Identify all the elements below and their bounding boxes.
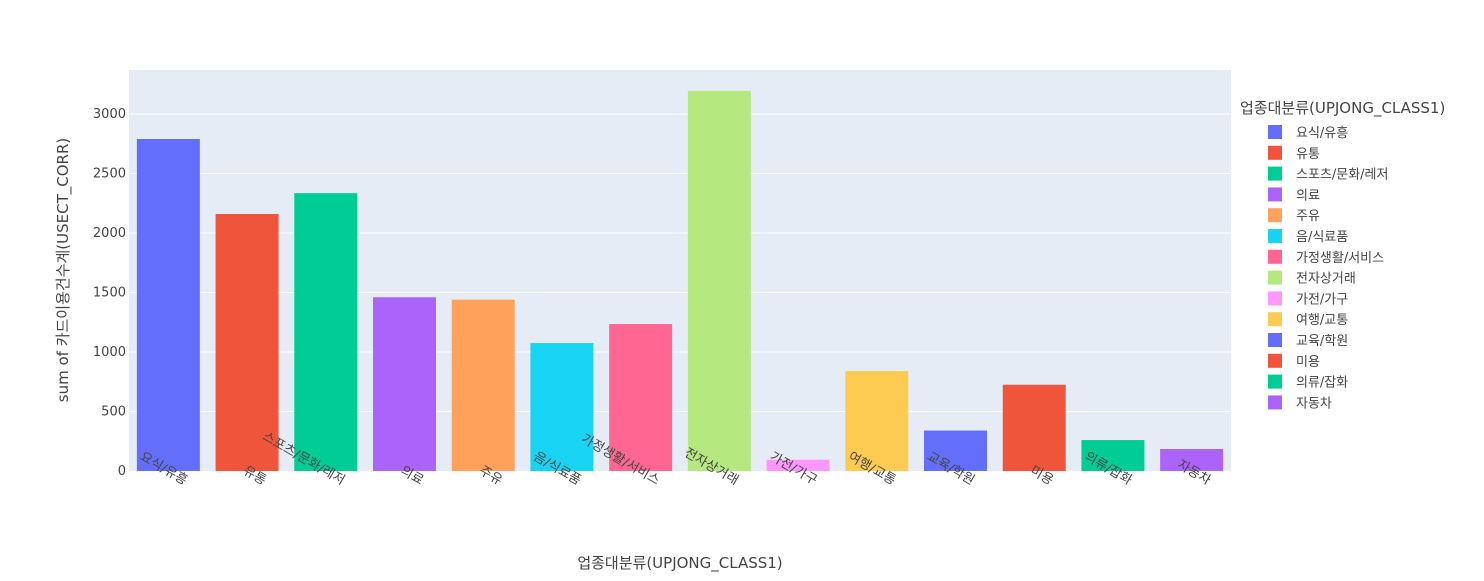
bar[interactable]	[530, 343, 594, 471]
legend-swatch	[1268, 312, 1282, 327]
legend-label: 가정생활/서비스	[1296, 251, 1384, 266]
legend-item[interactable]: 스포츠/문화/레저	[1268, 166, 1388, 183]
legend-swatch	[1268, 166, 1282, 181]
legend-item[interactable]: 요식/유흥	[1268, 125, 1348, 141]
legend-swatch	[1268, 229, 1282, 243]
y-tick-label: 1500	[93, 286, 126, 301]
legend-label: 전자상거래	[1296, 272, 1356, 287]
bar[interactable]	[215, 213, 279, 471]
legend-swatch	[1268, 208, 1282, 223]
legend-item[interactable]: 가전/가구	[1268, 291, 1348, 307]
bar[interactable]	[1160, 448, 1224, 471]
legend-item[interactable]: 유통	[1268, 145, 1320, 162]
legend-swatch	[1268, 145, 1282, 160]
bar[interactable]	[451, 299, 515, 471]
bar[interactable]	[687, 90, 751, 472]
y-tick-label: 500	[101, 405, 126, 420]
bar[interactable]	[924, 430, 987, 471]
bar[interactable]	[609, 324, 673, 471]
legend-title: 업종대분류(UPJONG_CLASS1)	[1240, 99, 1445, 118]
legend-label: 요식/유흥	[1296, 126, 1348, 141]
legend-label: 주유	[1296, 209, 1320, 224]
legend-label: 유통	[1296, 147, 1320, 162]
legend[interactable]: 업종대분류(UPJONG_CLASS1) 요식/유흥유통스포츠/문화/레저의료주…	[1240, 99, 1445, 411]
legend-swatch	[1268, 374, 1282, 389]
legend-label: 스포츠/문화/레저	[1296, 168, 1388, 183]
legend-item[interactable]: 음/식료품	[1268, 229, 1348, 245]
legend-item[interactable]: 여행/교통	[1268, 312, 1348, 328]
legend-item[interactable]: 의료	[1268, 187, 1320, 203]
y-tick-label: 0	[118, 464, 126, 479]
y-tick-label: 1000	[93, 345, 126, 360]
legend-item[interactable]: 가정생활/서비스	[1268, 249, 1384, 266]
bar[interactable]	[136, 139, 200, 471]
legend-swatch	[1268, 270, 1282, 285]
y-axis-ticks: 0 500 1000 1500 2000 2500 3000	[93, 107, 126, 479]
y-axis-title: sum of 카드이용건수계(USECT_CORR)	[54, 138, 73, 402]
bar[interactable]	[1081, 440, 1145, 471]
legend-item[interactable]: 교육/학원	[1268, 333, 1348, 349]
bar[interactable]	[373, 297, 436, 471]
legend-swatch	[1268, 187, 1282, 202]
legend-label: 의료	[1296, 188, 1320, 203]
legend-label: 가전/가구	[1296, 292, 1348, 307]
bars	[136, 90, 1224, 472]
legend-label: 음/식료품	[1296, 230, 1348, 245]
legend-label: 의류/잡화	[1296, 376, 1348, 391]
x-axis-title: 업종대분류(UPJONG_CLASS1)	[577, 554, 782, 573]
bar[interactable]	[845, 371, 909, 471]
y-tick-label: 2000	[93, 226, 126, 241]
y-tick-label: 2500	[93, 167, 126, 182]
legend-item[interactable]: 의류/잡화	[1268, 374, 1348, 391]
bar[interactable]	[294, 193, 358, 471]
legend-swatch	[1268, 249, 1282, 264]
legend-swatch	[1268, 395, 1282, 410]
legend-swatch	[1268, 333, 1282, 347]
legend-label: 미용	[1296, 355, 1320, 370]
legend-item[interactable]: 미용	[1268, 353, 1320, 370]
legend-label: 여행/교통	[1296, 312, 1348, 328]
legend-swatch	[1268, 353, 1282, 368]
legend-item[interactable]: 자동차	[1268, 395, 1332, 411]
legend-swatch	[1268, 125, 1282, 139]
bar[interactable]	[766, 459, 830, 471]
legend-label: 자동차	[1296, 396, 1332, 411]
legend-swatch	[1268, 291, 1282, 306]
y-tick-label: 3000	[93, 107, 126, 122]
legend-item[interactable]: 전자상거래	[1268, 270, 1356, 287]
legend-label: 교육/학원	[1296, 334, 1348, 349]
bar[interactable]	[1002, 384, 1066, 471]
legend-item[interactable]: 주유	[1268, 208, 1320, 224]
